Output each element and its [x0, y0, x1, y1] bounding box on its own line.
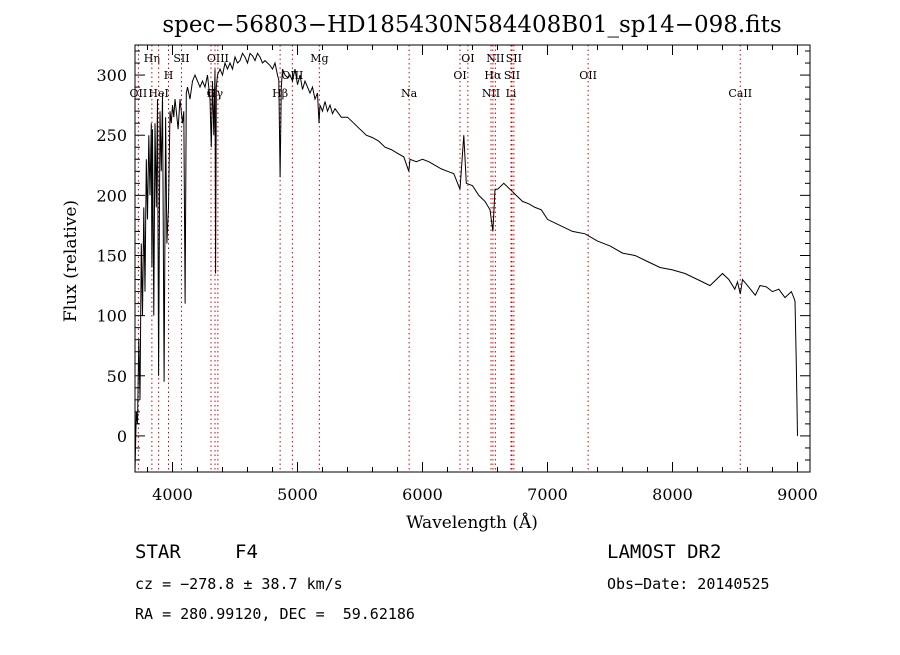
- line-marker-label: H: [164, 69, 174, 82]
- object-subclass: F4: [235, 541, 258, 563]
- redshift-text: cz = −278.8 ± 38.7 km/s: [135, 575, 343, 593]
- line-marker-label: Mg: [310, 52, 328, 65]
- x-tick-label: 9000: [777, 485, 818, 504]
- line-marker-label: Li: [506, 87, 517, 100]
- line-marker-label: OII: [579, 69, 597, 82]
- x-tick-label: 8000: [652, 485, 693, 504]
- line-marker-label: OIII: [207, 52, 229, 65]
- line-marker-label: SII: [173, 52, 189, 65]
- line-marker-label: CaII: [728, 87, 752, 100]
- y-tick-label: 0: [117, 427, 127, 446]
- survey-label: LAMOST DR2: [607, 541, 722, 563]
- obs-date-text: Obs−Date: 20140525: [607, 575, 770, 593]
- line-marker-label: HeI: [148, 87, 168, 100]
- x-tick-label: 5000: [277, 485, 318, 504]
- line-marker-label: Hη: [144, 52, 160, 65]
- line-marker-label: Hβ: [272, 87, 288, 100]
- y-tick-label: 300: [96, 66, 127, 85]
- line-marker-label: OI: [461, 52, 474, 65]
- x-tick-label: 6000: [402, 485, 443, 504]
- coordinates-text: RA = 280.99120, DEC = 59.62186: [135, 605, 415, 623]
- y-axis-label: Flux (relative): [61, 200, 81, 322]
- line-marker-label: Na: [401, 87, 418, 100]
- plot-frame: [134, 44, 811, 473]
- x-axis-label: Wavelength (Å): [406, 512, 538, 533]
- line-marker-label: OIII: [281, 69, 303, 82]
- line-marker-label: G: [207, 87, 216, 100]
- y-tick-label: 100: [96, 307, 127, 326]
- chart-title: spec−56803−HD185430N584408B01_sp14−098.f…: [162, 12, 781, 38]
- line-marker-label: SII: [506, 52, 522, 65]
- line-marker-label: OII: [130, 87, 148, 100]
- x-tick-label: 7000: [527, 485, 568, 504]
- axis-ticks: 4000 5000 6000 7000 8000 9000 0 50 100 150 200 250 3…: [96, 45, 818, 504]
- line-marker-label: SII: [504, 69, 520, 82]
- line-marker-label: NII: [486, 52, 504, 65]
- y-tick-label: 200: [96, 186, 127, 205]
- line-marker-label: Hα: [484, 69, 502, 82]
- line-marker-label: NII: [482, 87, 500, 100]
- y-tick-label: 50: [107, 367, 127, 386]
- spectrum-line: [134, 52, 798, 473]
- y-tick-label: 150: [96, 246, 127, 265]
- line-marker-label: OI: [453, 69, 466, 82]
- y-tick-label: 250: [96, 126, 127, 145]
- x-tick-label: 4000: [152, 485, 193, 504]
- object-class: STAR: [135, 541, 181, 563]
